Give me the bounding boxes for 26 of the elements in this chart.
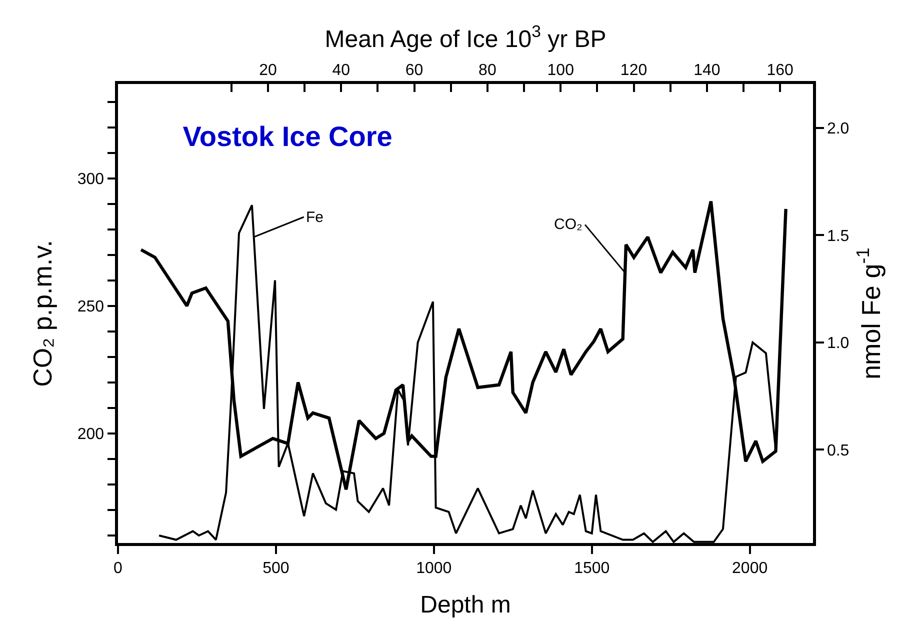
y-tick-label: 200 xyxy=(77,426,104,443)
x2-tick-label: 60 xyxy=(405,62,424,79)
x-axis-title: Depth m xyxy=(420,591,511,618)
y2-tick-label: 1.0 xyxy=(826,335,850,352)
x-tick-label: 1000 xyxy=(416,560,452,577)
x2-tick-label: 160 xyxy=(766,62,794,79)
x2-axis-title: Mean Age of Ice 10$^{3}$ yr BP xyxy=(324,22,606,53)
x2-tick-label: 20 xyxy=(259,62,277,79)
text: Vostok Ice Core xyxy=(182,120,392,152)
y-tick-label: 250 xyxy=(77,298,104,316)
y-tick-label: 300 xyxy=(77,170,104,188)
x-tick-label: 2000 xyxy=(732,560,768,577)
x2-tick-label: 40 xyxy=(332,62,350,79)
x2-tick-label: 140 xyxy=(694,62,720,79)
y2-tick-label: 2.0 xyxy=(826,120,850,138)
annotation: Fe xyxy=(306,209,324,226)
y-axis-title: CO₂ p.p.m.v. xyxy=(28,240,58,387)
x2-tick-label: 80 xyxy=(478,62,496,79)
annotation: CO₂ xyxy=(554,216,582,233)
x-tick-label: 1500 xyxy=(574,560,610,577)
x2-tick-label: 100 xyxy=(547,62,574,79)
y2-tick-label: 0.5 xyxy=(826,442,850,460)
x2-tick-label: 120 xyxy=(620,62,648,79)
x-tick-label: 0 xyxy=(114,560,123,577)
y2-tick-label: 1.5 xyxy=(826,228,850,245)
x-tick-label: 500 xyxy=(262,560,290,577)
